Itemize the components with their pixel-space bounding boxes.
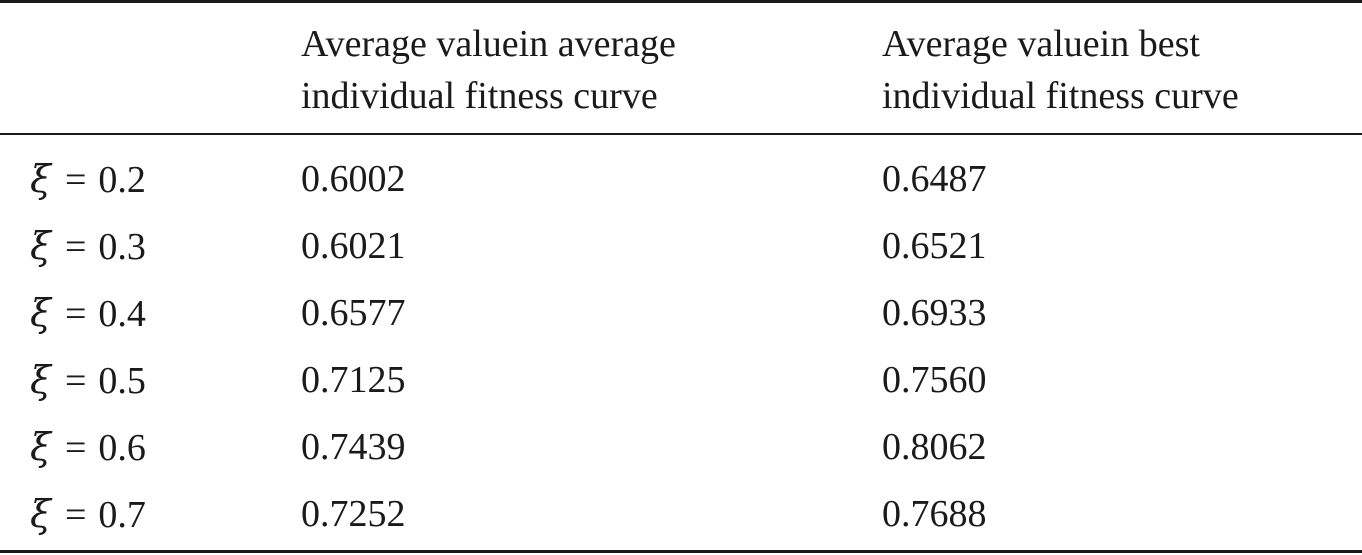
average-fitness-value: 0.7439	[301, 426, 406, 468]
xi-symbol: ξ	[30, 358, 51, 402]
param-cell: ξ = 0.5	[30, 346, 146, 416]
param-cell: ξ = 0.3	[30, 212, 146, 282]
xi-symbol: ξ	[30, 425, 51, 469]
best-fitness-value: 0.6521	[882, 225, 987, 267]
average-fitness-value: 0.6002	[301, 158, 406, 200]
equals-sign: =	[64, 360, 87, 402]
header-best-fitness-line1: Average valuein best	[882, 23, 1200, 65]
xi-value: 0.3	[98, 226, 146, 268]
equals-sign: =	[64, 159, 87, 201]
param-cell: ξ = 0.4	[30, 279, 146, 349]
header-best-fitness: Average valuein best individual fitness …	[882, 18, 1239, 122]
equals-sign: =	[64, 427, 87, 469]
xi-value: 0.2	[98, 159, 146, 201]
param-cell: ξ = 0.6	[30, 413, 146, 483]
header-best-fitness-line2: individual fitness curve	[882, 75, 1239, 117]
table-row: ξ = 0.2 0.6002 0.6487	[0, 145, 1362, 214]
best-fitness-value: 0.6487	[882, 158, 987, 200]
average-fitness-value: 0.7252	[301, 493, 406, 535]
best-fitness-value: 0.8062	[882, 426, 987, 468]
table-row: ξ = 0.6 0.7439 0.8062	[0, 413, 1362, 482]
header-average-fitness-line1: Average valuein average	[301, 23, 676, 65]
xi-symbol: ξ	[30, 157, 51, 201]
xi-value: 0.6	[98, 427, 146, 469]
xi-value: 0.5	[98, 360, 146, 402]
xi-symbol: ξ	[30, 291, 51, 335]
header-average-fitness-line2: individual fitness curve	[301, 75, 658, 117]
param-cell: ξ = 0.7	[30, 480, 146, 550]
xi-symbol: ξ	[30, 224, 51, 268]
best-fitness-value: 0.6933	[882, 292, 987, 334]
param-cell: ξ = 0.2	[30, 145, 146, 215]
xi-value: 0.7	[98, 494, 146, 536]
table-row: ξ = 0.3 0.6021 0.6521	[0, 212, 1362, 281]
table-top-rule	[0, 0, 1362, 3]
table-bottom-rule	[0, 550, 1362, 553]
table-header-rule	[0, 133, 1362, 135]
table-row: ξ = 0.7 0.7252 0.7688	[0, 480, 1362, 549]
average-fitness-value: 0.6577	[301, 292, 406, 334]
xi-symbol: ξ	[30, 492, 51, 536]
header-average-fitness: Average valuein average individual fitne…	[301, 18, 676, 122]
average-fitness-value: 0.6021	[301, 225, 406, 267]
xi-value: 0.4	[98, 293, 146, 335]
best-fitness-value: 0.7688	[882, 493, 987, 535]
table-row: ξ = 0.5 0.7125 0.7560	[0, 346, 1362, 415]
equals-sign: =	[64, 293, 87, 335]
table-row: ξ = 0.4 0.6577 0.6933	[0, 279, 1362, 348]
equals-sign: =	[64, 494, 87, 536]
best-fitness-value: 0.7560	[882, 359, 987, 401]
average-fitness-value: 0.7125	[301, 359, 406, 401]
equals-sign: =	[64, 226, 87, 268]
